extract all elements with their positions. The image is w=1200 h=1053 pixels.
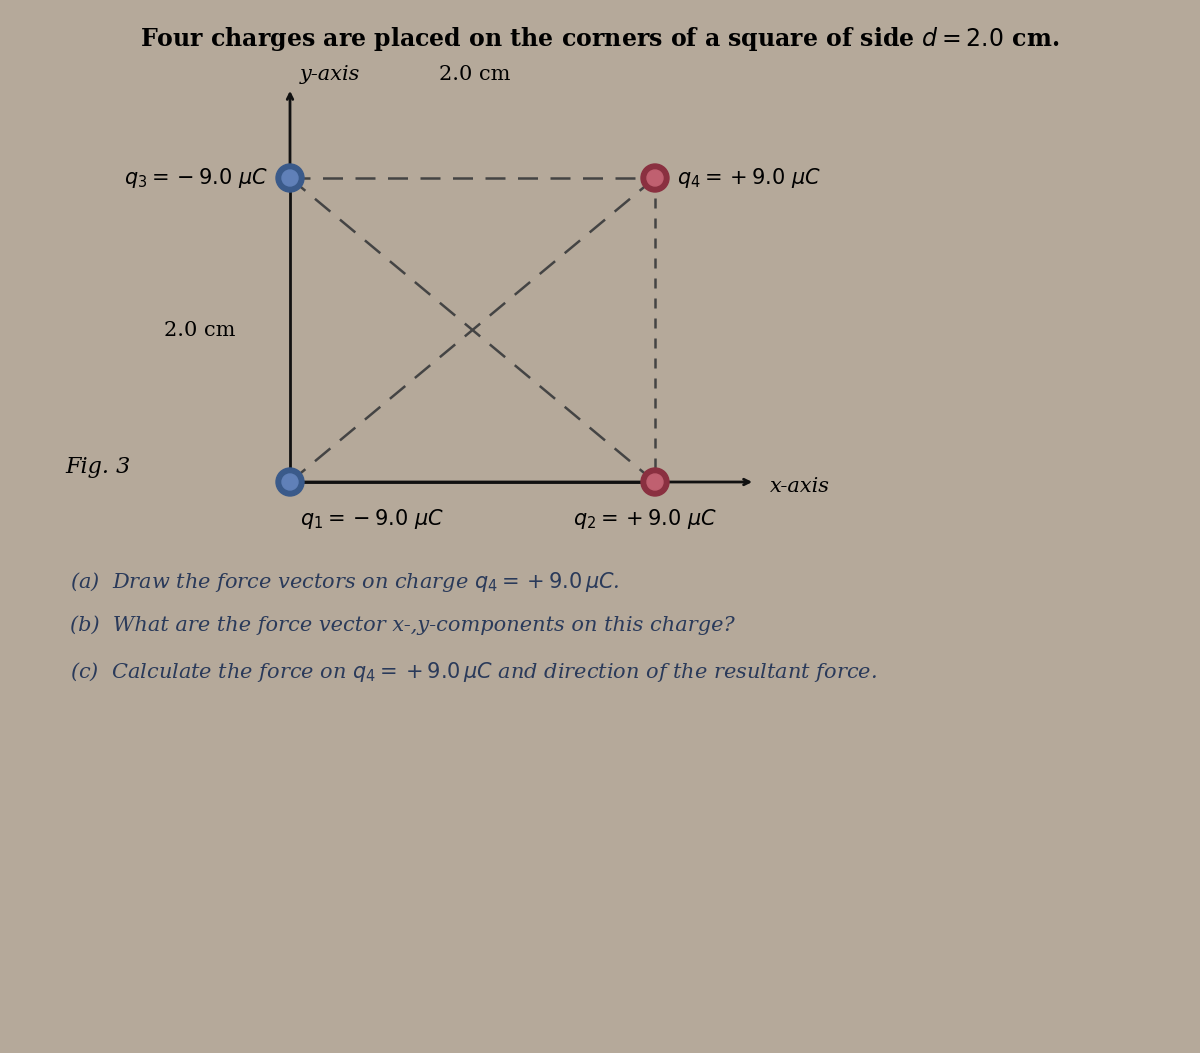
Circle shape — [641, 468, 670, 496]
Circle shape — [282, 474, 298, 490]
Text: 2.0 cm: 2.0 cm — [164, 320, 235, 339]
Text: y-axis: y-axis — [300, 65, 360, 84]
Text: 2.0 cm: 2.0 cm — [439, 65, 511, 84]
Text: $q_3 = -9.0\ \mu C$: $q_3 = -9.0\ \mu C$ — [124, 166, 268, 190]
Text: $q_4 = +9.0\ \mu C$: $q_4 = +9.0\ \mu C$ — [677, 166, 821, 190]
Circle shape — [276, 468, 304, 496]
Circle shape — [647, 170, 662, 186]
Text: $q_2 = +9.0\ \mu C$: $q_2 = +9.0\ \mu C$ — [572, 506, 718, 531]
Text: (c)  Calculate the force on $q_4 = +9.0\,\mu C$ and direction of the resultant f: (c) Calculate the force on $q_4 = +9.0\,… — [70, 660, 877, 684]
Text: x-axis: x-axis — [770, 477, 830, 497]
Text: (b)  What are the force vector x-,y-components on this charge?: (b) What are the force vector x-,y-compo… — [70, 615, 734, 635]
Text: $q_1 = -9.0\ \mu C$: $q_1 = -9.0\ \mu C$ — [300, 506, 444, 531]
Text: Fig. 3: Fig. 3 — [65, 456, 131, 478]
Text: (a)  Draw the force vectors on charge $q_4 = +9.0\,\mu C$.: (a) Draw the force vectors on charge $q_… — [70, 570, 619, 594]
Circle shape — [282, 170, 298, 186]
Circle shape — [641, 164, 670, 192]
Text: Four charges are placed on the corners of a square of side $d = 2.0$ cm.: Four charges are placed on the corners o… — [140, 25, 1060, 53]
Circle shape — [647, 474, 662, 490]
Circle shape — [276, 164, 304, 192]
